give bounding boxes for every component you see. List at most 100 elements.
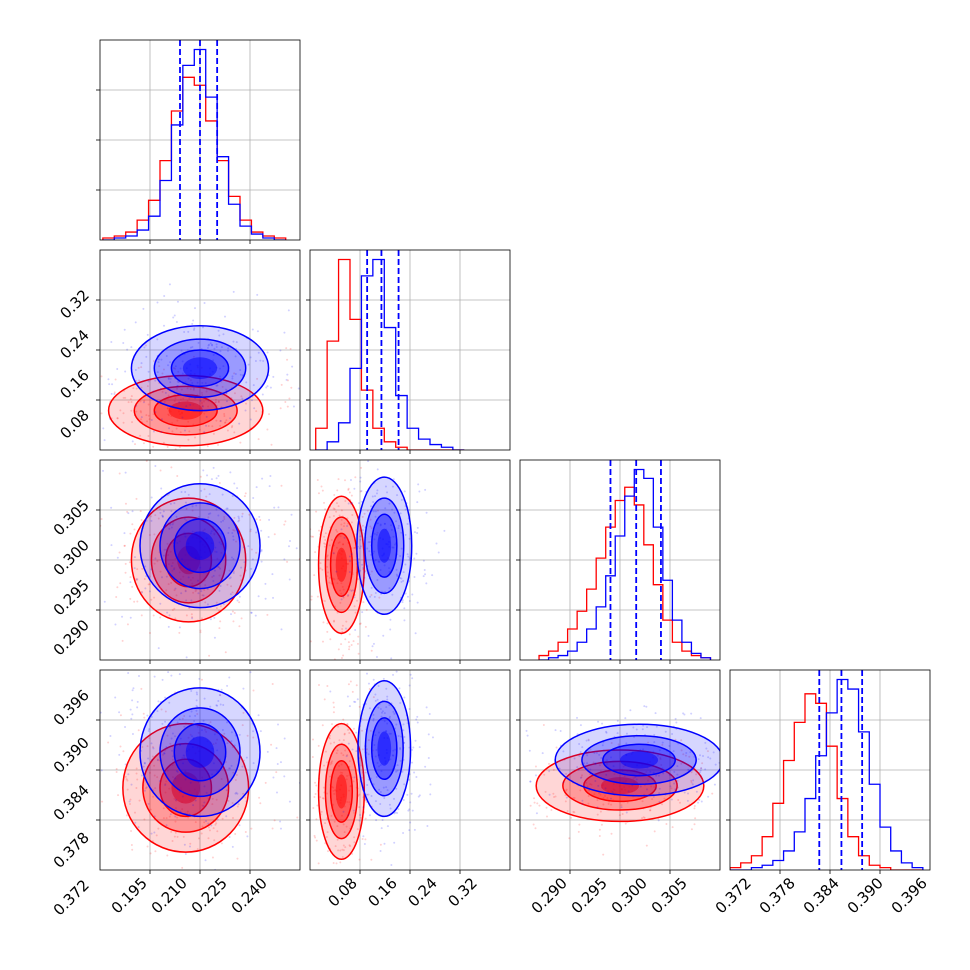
scatter-point [317,492,320,495]
scatter-point [396,764,399,767]
scatter-point [659,756,662,759]
scatter-point [671,733,674,736]
scatter-point [416,721,419,724]
scatter-point [344,638,347,641]
scatter-point [620,804,623,807]
scatter-point [336,489,339,492]
scatter-point [757,726,759,728]
scatter-point [384,590,387,593]
scatter-point [361,899,363,901]
scatter-point [242,546,245,549]
scatter-point [611,791,614,794]
scatter-point [687,792,690,795]
scatter-point [360,466,363,469]
scatter-point [203,488,206,491]
scatter-point [397,808,400,811]
scatter-point [237,517,240,520]
scatter-point [641,800,644,803]
scatter-point [345,778,348,781]
scatter-point [363,644,365,646]
scatter-point [342,823,345,826]
scatter-point [358,806,361,809]
scatter-point [295,547,298,550]
scatter-point [323,600,326,603]
x-tick-label: 0.372 [712,874,755,917]
scatter-point [200,678,203,681]
scatter-point [229,767,232,770]
scatter-point [279,827,282,830]
scatter-point [413,531,416,534]
scatter-point [208,797,211,800]
scatter-point [135,404,138,407]
scatter-point [131,510,134,513]
scatter-point [399,576,402,579]
scatter-point [178,626,181,629]
scatter-point [140,519,143,522]
scatter-point [351,589,354,592]
scatter-point [734,740,736,742]
scatter-point [234,464,236,466]
scatter-point [291,365,294,368]
scatter-point [124,571,127,574]
scatter-point [362,835,365,838]
scatter-point [706,750,709,753]
scatter-point [577,830,580,833]
scatter-point [290,386,293,389]
scatter-point [145,414,148,417]
scatter-point [416,601,419,604]
scatter-point [151,840,154,843]
scatter-point [382,786,385,789]
scatter-point [301,595,303,597]
scatter-point [361,529,364,532]
scatter-point [228,877,230,879]
scatter-point [220,777,223,780]
scatter-point [590,783,593,786]
scatter-point [192,591,195,594]
scatter-point [217,699,220,702]
scatter-point [401,601,404,604]
scatter-point [222,703,225,706]
scatter-point [240,566,243,569]
scatter-point [191,322,194,325]
scatter-point [357,649,359,651]
x-tick-label: 0.396 [888,874,931,917]
scatter-point [279,349,282,352]
contour-blue [159,707,241,798]
scatter-point [319,370,321,372]
scatter-point [153,596,156,599]
scatter-point [152,789,155,792]
scatter-point [366,509,369,512]
scatter-point [725,754,727,756]
scatter-point [413,575,416,578]
scatter-point [605,730,608,733]
scatter-point [601,722,604,725]
scatter-point [130,409,133,412]
scatter-point [272,776,275,779]
scatter-point [131,713,134,716]
scatter-point [704,741,707,744]
x-tick-label: 0.378 [756,874,799,917]
scatter-point [252,730,255,733]
scatter-point [171,839,174,842]
scatter-point [279,407,282,410]
scatter-point [209,721,212,724]
scatter-point [215,477,218,480]
scatter-point [324,904,326,906]
scatter-point [212,466,215,469]
density-band [182,357,218,380]
scatter-point [359,622,362,625]
scatter-point [126,510,129,513]
scatter-point [269,386,272,389]
scatter-point [176,419,179,422]
contour-blue [357,679,412,818]
scatter-point [232,528,235,531]
scatter-point [384,507,387,510]
scatter-point [189,403,192,406]
scatter-point [408,439,410,441]
scatter-point [334,789,337,792]
scatter-point [139,434,142,437]
scatter-point [341,848,344,851]
scatter-point [248,513,251,516]
scatter-point [377,706,380,709]
scatter-point [165,780,168,783]
